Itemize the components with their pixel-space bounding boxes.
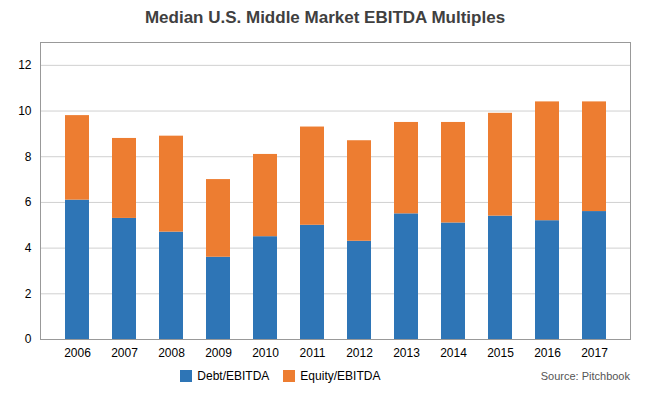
svg-text:2015: 2015 xyxy=(487,346,514,360)
svg-text:12: 12 xyxy=(18,58,32,72)
svg-text:2006: 2006 xyxy=(64,346,91,360)
svg-text:10: 10 xyxy=(18,104,32,118)
html-text:Equity/EBITDA: Equity/EBITDA xyxy=(300,369,381,383)
html-text:Debt/EBITDA: Debt/EBITDA xyxy=(197,369,270,383)
svg-text:8: 8 xyxy=(25,150,32,164)
svg-text:2010: 2010 xyxy=(252,346,279,360)
svg-text:6: 6 xyxy=(25,195,32,209)
svg-text:0: 0 xyxy=(25,332,32,346)
svg-text:2007: 2007 xyxy=(111,346,138,360)
svg-text:2017: 2017 xyxy=(581,346,608,360)
html-text:Median U.S. Middle Market EBIT: Median U.S. Middle Market EBITDA Multipl… xyxy=(144,8,506,27)
svg-text:2009: 2009 xyxy=(205,346,232,360)
svg-text:4: 4 xyxy=(25,241,32,255)
svg-text:2: 2 xyxy=(25,287,32,301)
svg-text:2014: 2014 xyxy=(440,346,467,360)
svg-text:2013: 2013 xyxy=(393,346,420,360)
svg-text:2012: 2012 xyxy=(346,346,373,360)
svg-text:2011: 2011 xyxy=(300,346,326,360)
html-text:Source: Pitchbook: Source: Pitchbook xyxy=(540,370,630,382)
svg-text:2016: 2016 xyxy=(534,346,561,360)
svg-text:2008: 2008 xyxy=(158,346,185,360)
